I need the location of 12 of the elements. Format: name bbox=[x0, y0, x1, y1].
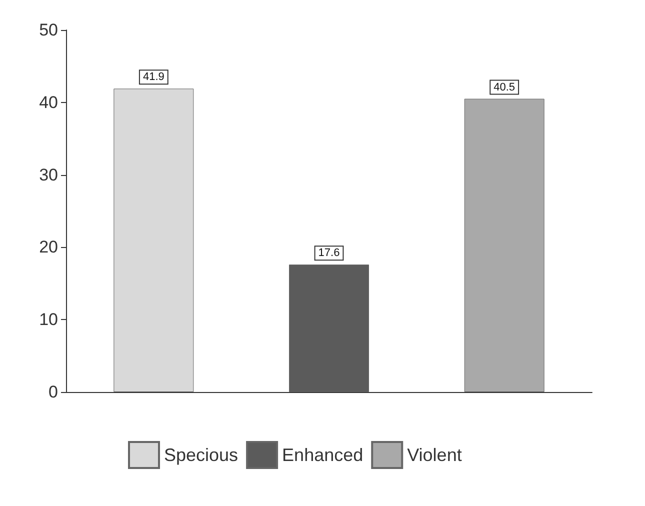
legend-label: Enhanced bbox=[282, 445, 364, 465]
data-label: 41.9 bbox=[142, 71, 164, 84]
data-label: 40.5 bbox=[494, 81, 516, 94]
legend-label: Specious bbox=[164, 445, 238, 465]
y-tick-label: 30 bbox=[39, 165, 58, 184]
y-tick-label: 40 bbox=[39, 92, 58, 112]
y-tick-label: 20 bbox=[39, 238, 58, 257]
y-tick-label: 0 bbox=[48, 382, 58, 402]
y-tick-label: 10 bbox=[39, 310, 58, 330]
legend-label: Violent bbox=[407, 445, 462, 465]
data-label: 17.6 bbox=[318, 247, 340, 260]
y-tick-label: 50 bbox=[39, 20, 58, 40]
